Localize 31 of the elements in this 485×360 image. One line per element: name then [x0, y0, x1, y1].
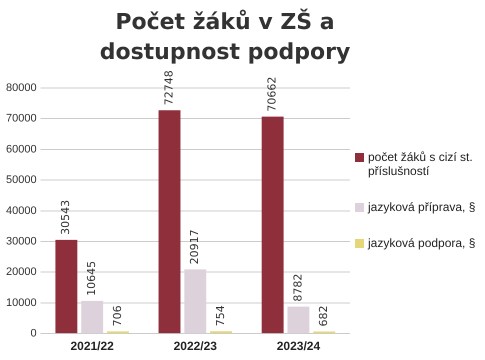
x-tick-label: 2021/22	[70, 339, 114, 354]
data-label: 706	[110, 305, 124, 326]
data-label: 682	[317, 306, 330, 327]
y-tick-label: 20000	[6, 266, 37, 278]
chart-title: Počet žáků v ZŠ a dostupnost podpory	[98, 8, 352, 67]
bar	[287, 306, 310, 334]
data-label: 20917	[188, 229, 202, 264]
bar	[81, 300, 104, 334]
data-label: 10645	[85, 260, 98, 296]
y-tick-label: 50000	[6, 174, 37, 186]
y-tick-label: 60000	[6, 143, 37, 156]
data-label: 70662	[266, 76, 279, 112]
data-label: 754	[214, 305, 227, 326]
legend-label: jazyková příprava, §	[368, 200, 476, 214]
data-label: 30543	[59, 200, 72, 235]
x-tick-label: 2022/23	[174, 339, 218, 354]
y-tick-label: 80000	[6, 82, 37, 94]
data-label: 72748	[162, 70, 176, 106]
bar	[262, 116, 284, 334]
y-tick-label: 40000	[6, 204, 37, 217]
bar	[158, 110, 180, 334]
bar	[55, 240, 78, 334]
bar	[184, 269, 206, 334]
data-label: 8782	[291, 274, 304, 302]
legend-label: počet žáků s cizí st. příslušností	[368, 150, 474, 178]
y-tick-label: 0	[30, 328, 37, 340]
y-tick-label: 30000	[6, 236, 37, 248]
y-tick-label: 70000	[6, 112, 37, 125]
legend-label: jazyková podpora, §	[368, 236, 476, 250]
y-tick-label: 10000	[6, 296, 37, 309]
x-tick-label: 2023/24	[276, 339, 320, 354]
